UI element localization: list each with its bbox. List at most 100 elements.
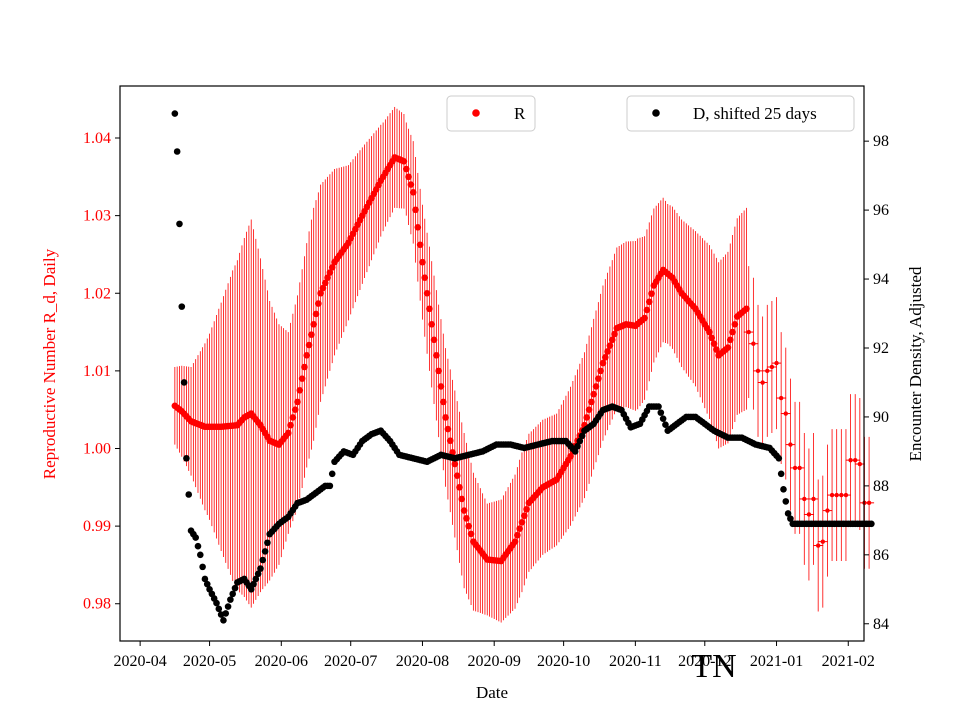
x-tick-label: 2020-05 [183, 653, 236, 670]
r-point [708, 334, 716, 342]
y-right-tick-label: 86 [873, 547, 889, 564]
d-point [192, 534, 199, 541]
legend-r-frame [446, 95, 536, 132]
d-point [868, 520, 875, 528]
d-point [222, 610, 230, 617]
r-point [511, 538, 519, 545]
r-point [315, 300, 322, 307]
r-point [567, 452, 574, 460]
d-point [574, 442, 581, 450]
d-point [662, 421, 669, 428]
r-point [751, 341, 756, 346]
r-point [778, 395, 784, 401]
x-axis-label: Date [476, 683, 508, 702]
d-point [777, 470, 785, 478]
r-point [463, 515, 470, 522]
legend-d-label: D, shifted 25 days [693, 104, 817, 123]
d-point [203, 580, 211, 588]
r-point [305, 341, 313, 349]
r-point [853, 457, 858, 463]
r-point [588, 398, 595, 406]
r-point [428, 321, 436, 328]
r-point [866, 500, 872, 506]
r-point [426, 305, 433, 313]
d-point [328, 470, 336, 478]
y-right-tick-label: 96 [873, 202, 889, 219]
r-point [726, 336, 734, 344]
x-tick-label: 2020-11 [609, 653, 662, 670]
r-point [608, 336, 616, 344]
d-point [215, 605, 223, 613]
r-point [460, 507, 468, 514]
state-annotation: TN [691, 648, 736, 685]
d-point [247, 585, 255, 593]
r-point [760, 380, 765, 385]
d-point [782, 498, 790, 505]
r-point [857, 461, 863, 467]
r-point [597, 367, 604, 375]
d-point [183, 454, 190, 462]
x-tick-label: 2020-04 [113, 653, 166, 670]
r-point [328, 264, 336, 271]
r-point [451, 460, 459, 468]
r-point [523, 506, 530, 513]
y-left-axis-label: Reproductive Number R_d, Daily [40, 248, 59, 479]
x-tick-label: 2020-10 [537, 653, 590, 670]
r-point [326, 269, 334, 276]
r-point [755, 368, 761, 374]
r-point [409, 189, 417, 196]
y-left-tick-label: 1.01 [83, 363, 111, 380]
r-point [291, 406, 299, 413]
d-point [578, 432, 586, 440]
r-point [601, 353, 609, 361]
d-point [787, 515, 794, 522]
r-point [710, 340, 718, 348]
r-point [518, 518, 526, 526]
r-point [645, 298, 653, 306]
r-point [843, 492, 849, 498]
d-point [252, 575, 260, 583]
r-point [287, 421, 294, 429]
r-point [729, 328, 736, 336]
r-point [442, 414, 449, 421]
r-point [713, 346, 720, 353]
plot-frame [119, 85, 865, 642]
legend-r: R [446, 95, 536, 132]
r-point [611, 330, 618, 338]
y-left-tick-label: 1.02 [83, 285, 111, 302]
y-right-tick-label: 98 [873, 133, 889, 150]
r-point [829, 492, 835, 498]
r-point [743, 305, 750, 313]
x-tick-label: 2021-02 [822, 653, 875, 670]
x-tick-label: 2020-12 [678, 653, 731, 670]
d-point [576, 437, 584, 445]
d-point [259, 556, 267, 564]
y-right-tick-label: 84 [873, 616, 889, 633]
y-left-tick-label: 1.00 [83, 440, 111, 457]
r-point [400, 157, 408, 165]
d-point [784, 510, 792, 517]
r-point [825, 508, 830, 513]
d-point [261, 548, 269, 555]
r-series [171, 154, 872, 565]
r-error-bars [174, 106, 875, 623]
r-point [421, 274, 429, 282]
d-point [180, 379, 188, 386]
x-tick-label: 2020-09 [468, 653, 521, 670]
r-point [769, 364, 775, 370]
y-right-tick-label: 88 [873, 478, 889, 495]
r-point [435, 367, 442, 375]
r-point [433, 352, 440, 359]
r-point [458, 495, 466, 503]
d-point [178, 303, 186, 310]
r-point [416, 241, 424, 249]
y-right-axis-ticks: 84 86 88 90 92 94 96 98 [864, 133, 889, 633]
r-point [606, 342, 614, 349]
r-point [792, 465, 798, 471]
r-point [516, 525, 523, 533]
r-point [419, 258, 426, 266]
r-point [706, 328, 713, 336]
r-point [590, 390, 598, 398]
r-point [301, 363, 308, 371]
